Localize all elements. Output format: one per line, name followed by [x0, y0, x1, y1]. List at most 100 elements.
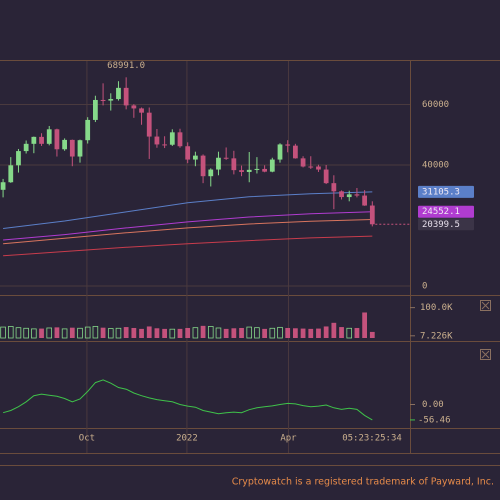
- close-icon: [481, 350, 490, 359]
- candle-body: [208, 169, 214, 177]
- volume-bar: [107, 328, 114, 339]
- candle-body: [223, 157, 229, 159]
- volume-bar: [215, 327, 222, 339]
- volume-bar: [123, 327, 129, 338]
- close-button[interactable]: [480, 349, 491, 360]
- value-tag-label: 20399.5: [422, 220, 460, 230]
- moving-average: [3, 235, 373, 257]
- volume-bar: [169, 328, 176, 339]
- candle-body: [231, 158, 237, 171]
- volume-bar: [285, 327, 291, 338]
- volume-bar: [346, 327, 353, 339]
- candle-body: [62, 139, 67, 150]
- x-tick-label: 2022: [176, 434, 198, 444]
- volume-bar: [254, 327, 260, 339]
- candle-body: [77, 140, 83, 157]
- y-tick-label: 0.00: [422, 400, 444, 410]
- candle-body: [116, 87, 121, 100]
- value-tag-label: 31105.3: [422, 187, 460, 197]
- candle-body: [262, 168, 267, 172]
- value-tag: [418, 185, 474, 198]
- candle-body: [54, 129, 60, 150]
- volume-bar: [246, 326, 253, 339]
- volume-bar: [177, 328, 183, 338]
- max-label: 68991.0: [107, 61, 145, 71]
- volume-bar: [15, 327, 22, 339]
- candle-body: [69, 139, 75, 157]
- x-tick-label: Oct: [79, 434, 95, 444]
- candle-body: [0, 182, 6, 190]
- volume-bar: [300, 328, 306, 338]
- volume-bar: [31, 328, 37, 339]
- volume-bar: [54, 327, 60, 338]
- volume-bar: [192, 327, 199, 339]
- volume-bar: [316, 328, 321, 338]
- candle-body: [216, 157, 221, 170]
- volume-bar: [308, 328, 314, 338]
- volume-bar: [154, 328, 160, 338]
- value-tag: [418, 218, 474, 231]
- candle-body: [293, 145, 298, 159]
- volume-bar: [323, 326, 329, 338]
- candle-body: [39, 136, 44, 144]
- volume-bar: [69, 327, 75, 338]
- volume-bar: [339, 327, 344, 338]
- volume-bar: [61, 328, 68, 339]
- y-tick-label: 0: [422, 282, 427, 292]
- candle-body: [285, 144, 291, 146]
- moving-average: [3, 211, 373, 241]
- frame: [0, 60, 500, 466]
- y-tick-label: 100.0K: [420, 303, 453, 313]
- candle-body: [239, 170, 244, 172]
- candle-body: [362, 195, 367, 206]
- volume-bar: [185, 327, 191, 338]
- candle-body: [123, 87, 129, 106]
- volume-bar: [131, 327, 137, 338]
- volume-bar: [92, 326, 99, 339]
- candle-body: [8, 165, 14, 183]
- volume-bar: [200, 325, 206, 338]
- volume-bar: [231, 328, 237, 338]
- volume-bar: [239, 327, 244, 338]
- candle-body: [93, 99, 98, 120]
- candle-body: [308, 166, 314, 168]
- candle-body: [154, 136, 160, 145]
- candle-body: [323, 169, 329, 184]
- volume-bar: [354, 327, 360, 338]
- oscillator-line: [2, 379, 373, 421]
- volume-bar: [77, 327, 83, 339]
- volume-bar: [362, 312, 367, 338]
- time-label: 05:23:25:34: [342, 434, 402, 444]
- value-label: -56.46: [418, 415, 451, 425]
- value-tag: [418, 205, 474, 218]
- candle-body: [46, 129, 52, 144]
- value-tag-label: 24552.1: [422, 207, 460, 217]
- candle-body: [23, 143, 29, 152]
- y-tick-label: 7.226K: [420, 331, 453, 341]
- candle-body: [85, 119, 91, 141]
- candle-body: [316, 166, 321, 170]
- volume-bar: [331, 322, 337, 338]
- candle-body: [346, 194, 352, 198]
- candle-body: [300, 158, 306, 167]
- close-button[interactable]: [480, 300, 491, 311]
- y-tick-label: 60000: [422, 100, 449, 110]
- volume-bar: [146, 326, 152, 338]
- candle-body: [177, 132, 183, 147]
- candle-body: [193, 155, 198, 160]
- volume-bar: [369, 331, 375, 338]
- candle-body: [169, 132, 175, 145]
- y-tick-label: 40000: [422, 161, 449, 171]
- volume-bar: [0, 326, 6, 339]
- candle-body: [269, 159, 275, 172]
- candle-body: [16, 151, 21, 166]
- close-icon: [481, 301, 490, 310]
- volume-bar: [100, 327, 106, 338]
- moving-average: [3, 191, 373, 229]
- volume-bar: [84, 326, 91, 339]
- candle-body: [185, 146, 191, 160]
- x-tick-label: Apr: [280, 434, 297, 444]
- volume-bar: [269, 327, 276, 339]
- candle-body: [369, 205, 375, 225]
- volume-bar: [207, 326, 214, 339]
